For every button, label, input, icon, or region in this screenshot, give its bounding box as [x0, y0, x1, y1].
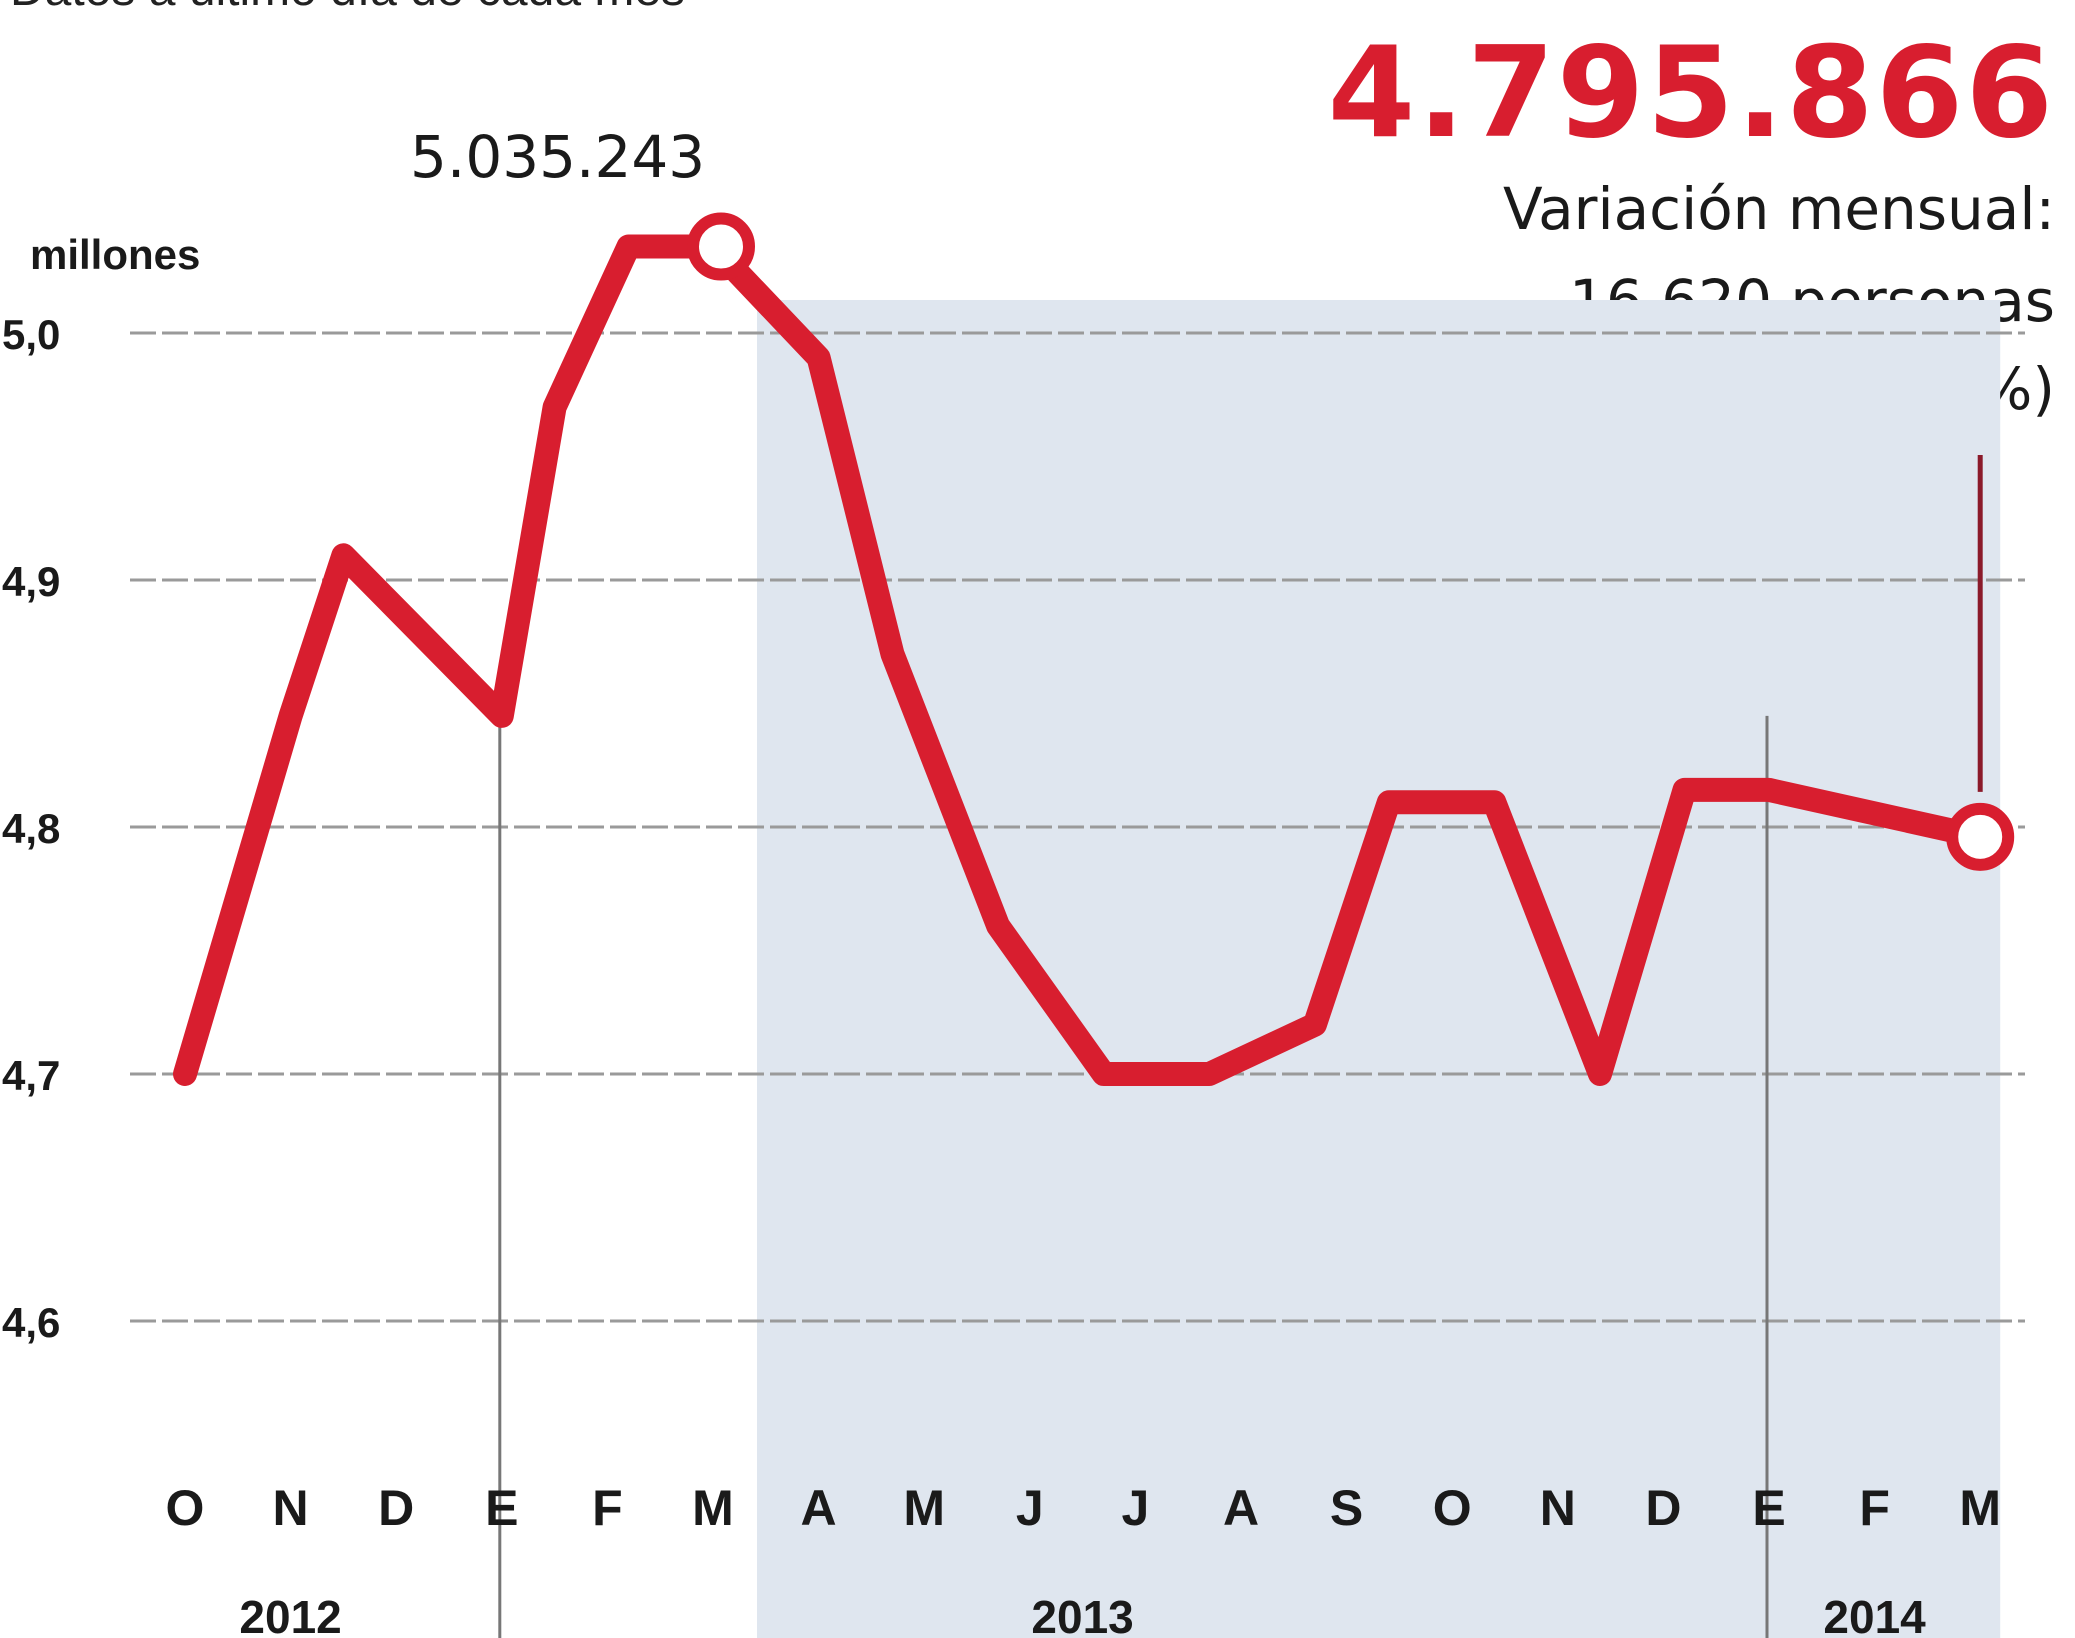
x-tick-label: J — [1016, 1480, 1044, 1536]
y-tick-label: 4,9 — [2, 558, 60, 605]
y-tick-label: 4,6 — [2, 1299, 60, 1346]
x-tick-label: F — [1859, 1480, 1890, 1536]
x-tick-label: M — [903, 1480, 945, 1536]
chart-subtitle: Datos a último día de cada mes — [10, 0, 685, 17]
x-tick-label: M — [1959, 1480, 2001, 1536]
x-tick-label: F — [592, 1480, 623, 1536]
year-label: 2014 — [1823, 1591, 1926, 1638]
x-tick-label: O — [1433, 1480, 1472, 1536]
shaded-period — [757, 300, 2001, 1638]
x-tick-label: A — [801, 1480, 837, 1536]
x-tick-label: O — [166, 1480, 205, 1536]
peak-marker — [687, 212, 755, 281]
x-tick-label: M — [692, 1480, 734, 1536]
x-tick-label: E — [485, 1480, 518, 1536]
x-tick-label: J — [1121, 1480, 1149, 1536]
x-tick-label: E — [1752, 1480, 1785, 1536]
y-tick-label: 5,0 — [2, 311, 60, 358]
variation-label: Variación mensual: — [1502, 175, 2055, 243]
year-label: 2013 — [1031, 1591, 1133, 1638]
x-tick-label: D — [1645, 1480, 1681, 1536]
x-tick-label: A — [1223, 1480, 1259, 1536]
x-tick-label: N — [273, 1480, 309, 1536]
x-tick-label: S — [1330, 1480, 1363, 1536]
y-axis-unit: millones — [30, 231, 201, 278]
peak-value-label: 5.035.243 — [410, 123, 706, 191]
x-tick-label: N — [1540, 1480, 1576, 1536]
y-tick-label: 4,7 — [2, 1052, 60, 1099]
latest-value: 4.795.866 — [1327, 19, 2055, 166]
latest-marker — [1946, 802, 2015, 871]
series-line — [173, 234, 1993, 1086]
y-tick-label: 4,8 — [2, 805, 60, 852]
x-tick-label: D — [378, 1480, 414, 1536]
year-label: 2012 — [239, 1591, 341, 1638]
